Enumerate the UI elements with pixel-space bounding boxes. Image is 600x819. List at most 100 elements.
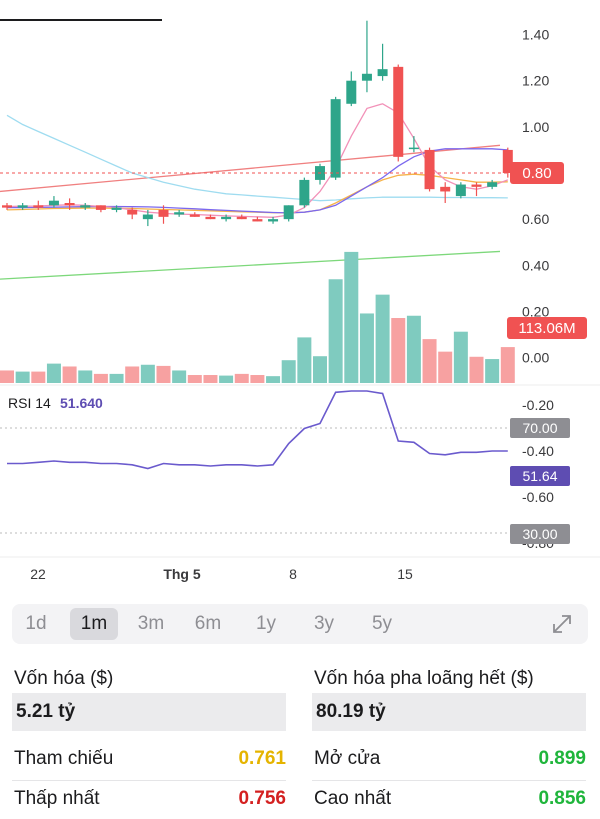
candle-body — [330, 99, 341, 178]
fdv-label: Vốn hóa pha loãng hết ($) — [314, 668, 534, 689]
volume-bar — [313, 356, 327, 383]
candle-body — [487, 182, 498, 187]
volume-bar — [78, 370, 93, 383]
volume-bar — [187, 375, 202, 383]
price-tick-label: 0.40 — [522, 257, 549, 273]
tab-1m[interactable]: 1m — [70, 608, 118, 640]
volume-bars — [0, 251, 515, 383]
volume-bar — [328, 279, 343, 383]
volume-bar — [31, 371, 46, 383]
high-label: Cao nhất — [314, 788, 392, 809]
volume-bar — [109, 373, 124, 383]
reference-label: Tham chiếu — [14, 748, 114, 769]
divider — [12, 780, 286, 781]
x-tick-label: Thg 5 — [163, 566, 201, 582]
high-row: Cao nhất 0.856 — [314, 779, 586, 819]
ma-pink-line — [6, 103, 509, 218]
price-tick-label: 1.20 — [522, 73, 549, 89]
price-tick-label: 0.00 — [522, 350, 549, 366]
candle-body — [189, 214, 200, 217]
volume-bar — [250, 375, 265, 383]
low-label: Thấp nhất — [14, 788, 100, 809]
volume-bar — [62, 366, 77, 383]
timeframe-selector: 1d 1m 3m 6m 1y 3y 5y — [12, 604, 588, 644]
volume-bar — [15, 371, 30, 383]
x-tick-label: 22 — [30, 566, 46, 582]
reference-value: 0.761 — [238, 748, 286, 769]
candle-body — [221, 216, 232, 220]
tab-1d[interactable]: 1d — [25, 613, 47, 634]
price-tick-label: 0.20 — [522, 303, 549, 319]
fdv-value: 80.19 tỷ — [312, 693, 586, 731]
svg-text:30.00: 30.00 — [522, 526, 557, 542]
volume-bar — [234, 373, 249, 383]
ma-purple-line — [7, 148, 508, 214]
candle-body — [502, 149, 513, 173]
reference-row: Tham chiếu 0.761 — [14, 739, 286, 779]
rsi-value: 51.640 — [60, 395, 103, 411]
candle-body — [283, 205, 294, 220]
low-value: 0.756 — [238, 788, 286, 809]
candle-body — [424, 149, 435, 190]
expand-icon[interactable] — [548, 610, 576, 638]
volume-bar — [406, 315, 421, 383]
candle-body — [268, 219, 279, 222]
candle-body — [174, 212, 185, 215]
tab-6m[interactable]: 6m — [194, 613, 222, 634]
tab-3y[interactable]: 3y — [313, 613, 335, 634]
market-cap-value: 5.21 tỷ — [12, 693, 286, 731]
volume-bar — [359, 313, 374, 383]
candle-body — [80, 205, 91, 208]
rsi-tick-label: -0.40 — [522, 443, 554, 459]
volume-bar — [140, 364, 155, 383]
tab-1y[interactable]: 1y — [255, 613, 277, 634]
open-label: Mở cửa — [314, 748, 381, 769]
svg-text:70.00: 70.00 — [522, 420, 557, 436]
volume-bar — [422, 339, 437, 383]
candle-body — [236, 216, 247, 220]
candle-body — [205, 216, 216, 220]
volume-bar — [172, 370, 187, 383]
tab-3m[interactable]: 3m — [137, 613, 165, 634]
candle-body — [127, 209, 138, 215]
price-tick-label: 1.00 — [522, 119, 549, 135]
high-value: 0.856 — [538, 788, 586, 809]
candle-body — [346, 80, 357, 104]
volume-bar — [125, 366, 140, 383]
price-axis: 1.40 1.20 1.00 0.80 0.60 0.40 0.20 0.00 — [522, 27, 549, 366]
rsi-upper-badge: 70.00 — [510, 418, 570, 438]
candle-body — [2, 205, 12, 208]
candle-body — [111, 207, 122, 210]
svg-text:113.06M: 113.06M — [518, 320, 575, 337]
volume-bar — [93, 373, 108, 383]
x-tick-label: 15 — [397, 566, 413, 582]
current-volume-badge: 113.06M — [507, 317, 587, 339]
volume-bar — [391, 318, 406, 383]
divider — [312, 780, 586, 781]
candle-body — [64, 202, 75, 206]
rsi-label: RSI 14 — [8, 395, 51, 411]
volume-bar — [344, 251, 359, 383]
open-row: Mở cửa 0.899 — [314, 739, 586, 779]
rsi-current-badge: 51.64 — [510, 466, 570, 486]
rsi-tick-label: -0.20 — [522, 397, 554, 413]
candle-body — [361, 73, 372, 81]
candle-body — [471, 184, 482, 187]
candle-body — [33, 205, 44, 208]
candle-body — [393, 66, 404, 157]
candle-body — [95, 205, 106, 210]
svg-text:0.80: 0.80 — [522, 165, 551, 182]
candle-body — [440, 186, 451, 192]
volume-bar — [297, 337, 312, 383]
ma-green-line — [0, 250, 501, 280]
low-row: Thấp nhất 0.756 — [14, 779, 286, 819]
price-chart[interactable]: 1.40 1.20 1.00 0.80 0.60 0.40 0.20 0.00 0.80 11… — [0, 0, 600, 590]
volume-bar — [469, 356, 484, 383]
volume-bar — [46, 363, 61, 383]
volume-bar — [375, 294, 390, 383]
volume-bar — [500, 347, 515, 383]
candle-body — [252, 219, 263, 222]
tab-5y[interactable]: 5y — [371, 613, 393, 634]
ma-blue-line — [6, 114, 508, 202]
volume-bar — [281, 360, 296, 383]
